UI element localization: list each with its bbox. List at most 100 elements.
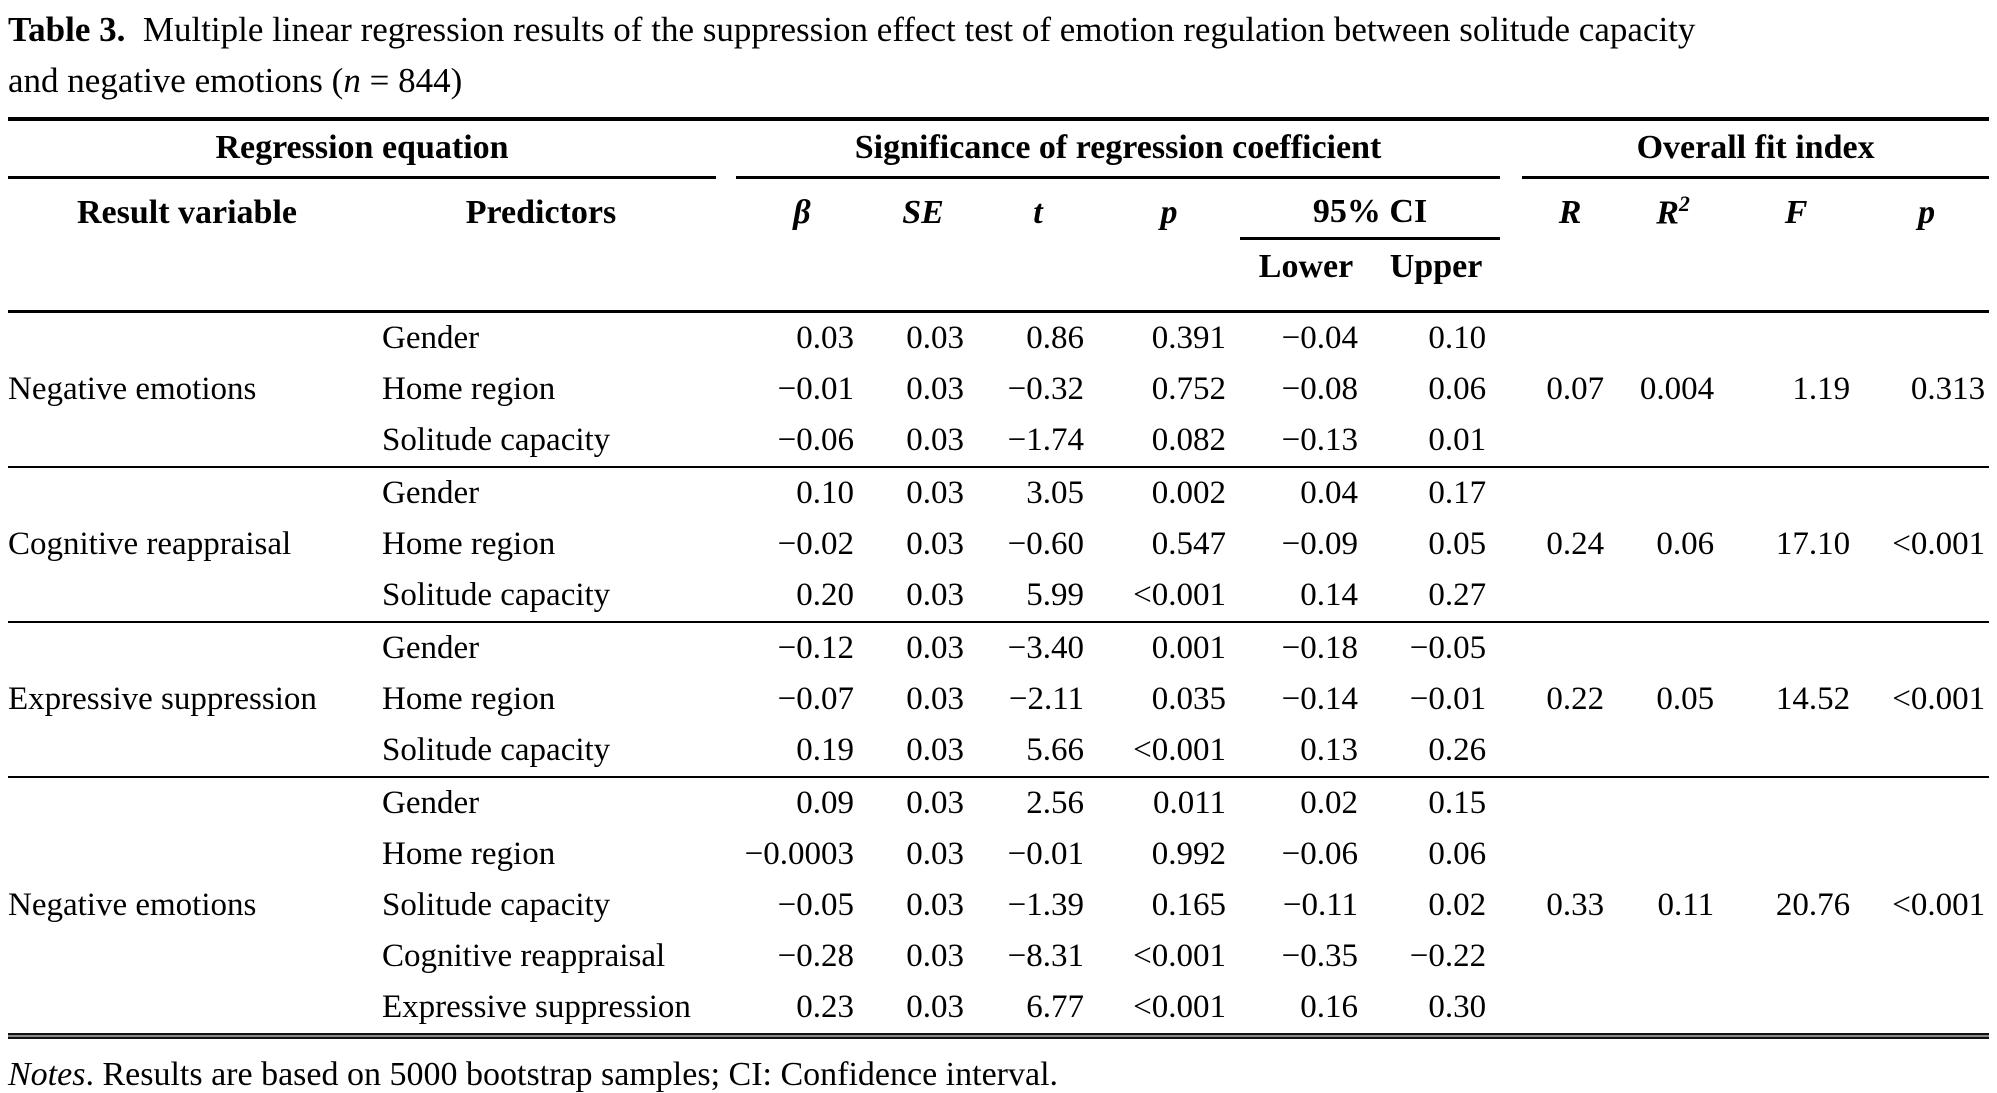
cell-beta: 0.20 bbox=[796, 576, 854, 613]
cell-beta: −0.0003 bbox=[744, 835, 854, 872]
block-cognitive-reappraisal: Cognitive reappraisal Gender 0.10 0.03 3… bbox=[8, 465, 1990, 622]
cell-p: 0.035 bbox=[1151, 680, 1226, 717]
spacer-cell bbox=[716, 775, 736, 1033]
cell-se: 0.03 bbox=[906, 835, 964, 872]
cell-se: 0.03 bbox=[868, 775, 978, 829]
cell-ci-upper: −0.01 bbox=[1409, 680, 1487, 717]
cell-ci-upper: −0.22 bbox=[1409, 937, 1487, 974]
cell-p: <0.001 bbox=[1133, 731, 1226, 768]
sample-size-symbol: n bbox=[343, 61, 361, 100]
cell-se: 0.03 bbox=[906, 886, 964, 923]
cell-se: 0.03 bbox=[906, 421, 964, 458]
cell-ci-upper: 0.10 bbox=[1428, 319, 1487, 356]
cell-t: 0.86 bbox=[1026, 319, 1084, 356]
cell-beta: −0.12 bbox=[736, 620, 868, 674]
col-header-beta: β bbox=[793, 194, 811, 232]
cell-se: 0.03 bbox=[906, 937, 964, 974]
spacer-cell bbox=[1500, 238, 1523, 313]
cell-ci-upper: 0.26 bbox=[1428, 731, 1487, 768]
cell-fit-f: 20.76 bbox=[1728, 775, 1865, 1033]
col-header-predictors: Predictors bbox=[465, 194, 617, 232]
cell-predictor: Gender bbox=[382, 319, 480, 356]
cell-ci-upper: 0.06 bbox=[1428, 835, 1487, 872]
table-bottom-rule bbox=[8, 1032, 1989, 1039]
cell-beta: −0.02 bbox=[777, 525, 854, 562]
cell-fit-r2: 0.06 bbox=[1618, 465, 1729, 622]
col-header-r: R bbox=[1558, 194, 1582, 232]
cell-t: 5.99 bbox=[1026, 576, 1084, 613]
cell-fit-r: 0.07 bbox=[1546, 370, 1605, 407]
cell-ci-lower: −0.18 bbox=[1240, 620, 1372, 674]
block-negative-emotions-2: Negative emotions Gender 0.09 0.03 2.56 … bbox=[8, 775, 1990, 1033]
cell-ci-upper: 0.06 bbox=[1428, 370, 1487, 407]
cell-ci-lower: −0.04 bbox=[1281, 319, 1358, 356]
cell-ci-lower: −0.09 bbox=[1281, 525, 1358, 562]
cell-t: −1.39 bbox=[1007, 886, 1084, 923]
spacer-cell bbox=[1500, 121, 1522, 178]
table-row: Negative emotions Gender 0.09 0.03 2.56 … bbox=[8, 775, 1990, 1033]
cell-se: 0.03 bbox=[906, 370, 964, 407]
cell-ci-upper: −0.05 bbox=[1372, 620, 1501, 674]
cell-se: 0.03 bbox=[906, 576, 964, 613]
cell-fit-r: 0.22 bbox=[1522, 620, 1619, 777]
cell-fit-r2: 0.05 bbox=[1618, 620, 1729, 777]
cell-ci-lower: −0.35 bbox=[1281, 937, 1358, 974]
cell-p: 0.082 bbox=[1151, 421, 1226, 458]
cell-beta: −0.28 bbox=[777, 937, 854, 974]
cell-beta: 0.23 bbox=[796, 988, 854, 1025]
cell-t: −2.11 bbox=[1008, 680, 1084, 717]
cell-fit-p: <0.001 bbox=[1864, 620, 1990, 777]
col-header-result-variable: Result variable bbox=[76, 194, 298, 232]
cell-fit-p: <0.001 bbox=[1864, 465, 1990, 622]
r-squared-exponent: 2 bbox=[1678, 191, 1690, 216]
cell-predictor: Home region bbox=[382, 835, 556, 872]
cell-t: −0.01 bbox=[1007, 835, 1084, 872]
spacer-cell bbox=[716, 238, 736, 313]
notes-label: Notes bbox=[8, 1055, 86, 1093]
cell-fit-f: 17.10 bbox=[1728, 465, 1865, 622]
table-caption-line1: Multiple linear regression results of th… bbox=[142, 10, 1696, 49]
cell-predictor: Solitude capacity bbox=[382, 886, 611, 923]
cell-ci-lower: 0.04 bbox=[1240, 465, 1372, 519]
cell-p: 0.011 bbox=[1098, 775, 1240, 829]
table-row: Home region −0.02 0.03 −0.60 0.547 −0.09… bbox=[8, 519, 1989, 570]
cell-fit-r2: 0.11 bbox=[1618, 775, 1729, 1033]
table-row: Negative emotions Gender 0.03 0.03 0.86 … bbox=[8, 311, 1989, 407]
cell-p: 0.752 bbox=[1151, 370, 1226, 407]
subheader-row: Result variable Predictors β SE t p 95% … bbox=[8, 177, 1989, 240]
group-overall-fit: Overall fit index bbox=[1522, 121, 1990, 179]
table-row: Solitude capacity 0.19 0.03 5.66 <0.001 … bbox=[8, 725, 1989, 777]
col-header-ci-upper: Upper bbox=[1372, 238, 1501, 313]
cell-p: <0.001 bbox=[1133, 988, 1226, 1025]
table-row: Solitude capacity −0.05 0.03 −1.39 0.165… bbox=[8, 880, 1989, 931]
cell-p: 0.391 bbox=[1151, 319, 1226, 356]
spacer-cell bbox=[716, 121, 736, 178]
col-header-ci: 95% CI bbox=[1240, 177, 1501, 240]
cell-predictor: Home region bbox=[382, 680, 556, 717]
table-row: Home region −0.0003 0.03 −0.01 0.992 −0.… bbox=[8, 829, 1989, 880]
cell-ci-upper: 0.27 bbox=[1428, 576, 1487, 613]
cell-t: −0.32 bbox=[1007, 370, 1084, 407]
cell-beta: −0.05 bbox=[777, 886, 854, 923]
cell-se: 0.03 bbox=[868, 620, 978, 674]
table-caption: Table 3. Multiple linear regression resu… bbox=[8, 4, 1989, 106]
cell-predictor: Gender bbox=[366, 620, 716, 674]
cell-fit-r: 0.24 bbox=[1522, 465, 1619, 622]
cell-ci-lower: −0.06 bbox=[1281, 835, 1358, 872]
cell-p: 0.001 bbox=[1098, 620, 1240, 674]
col-header-f: F bbox=[1784, 194, 1808, 232]
cell-beta: 0.03 bbox=[796, 319, 854, 356]
cell-ci-upper: 0.02 bbox=[1428, 886, 1487, 923]
cell-fit-p: 0.313 bbox=[1910, 370, 1986, 407]
cell-predictor: Home region bbox=[382, 525, 556, 562]
block-negative-emotions-1: Negative emotions Gender 0.03 0.03 0.86 … bbox=[8, 311, 1989, 467]
cell-fit-r: 0.33 bbox=[1522, 775, 1619, 1033]
cell-ci-lower: −0.11 bbox=[1282, 886, 1358, 923]
cell-result-variable: Negative emotions bbox=[8, 775, 366, 1033]
cell-ci-lower: −0.13 bbox=[1281, 421, 1358, 458]
cell-beta: −0.01 bbox=[777, 370, 854, 407]
empty-cell bbox=[8, 238, 716, 313]
spacer-cell bbox=[1500, 775, 1523, 1033]
cell-t: −1.74 bbox=[1007, 421, 1084, 458]
cell-t: 3.05 bbox=[978, 465, 1098, 519]
